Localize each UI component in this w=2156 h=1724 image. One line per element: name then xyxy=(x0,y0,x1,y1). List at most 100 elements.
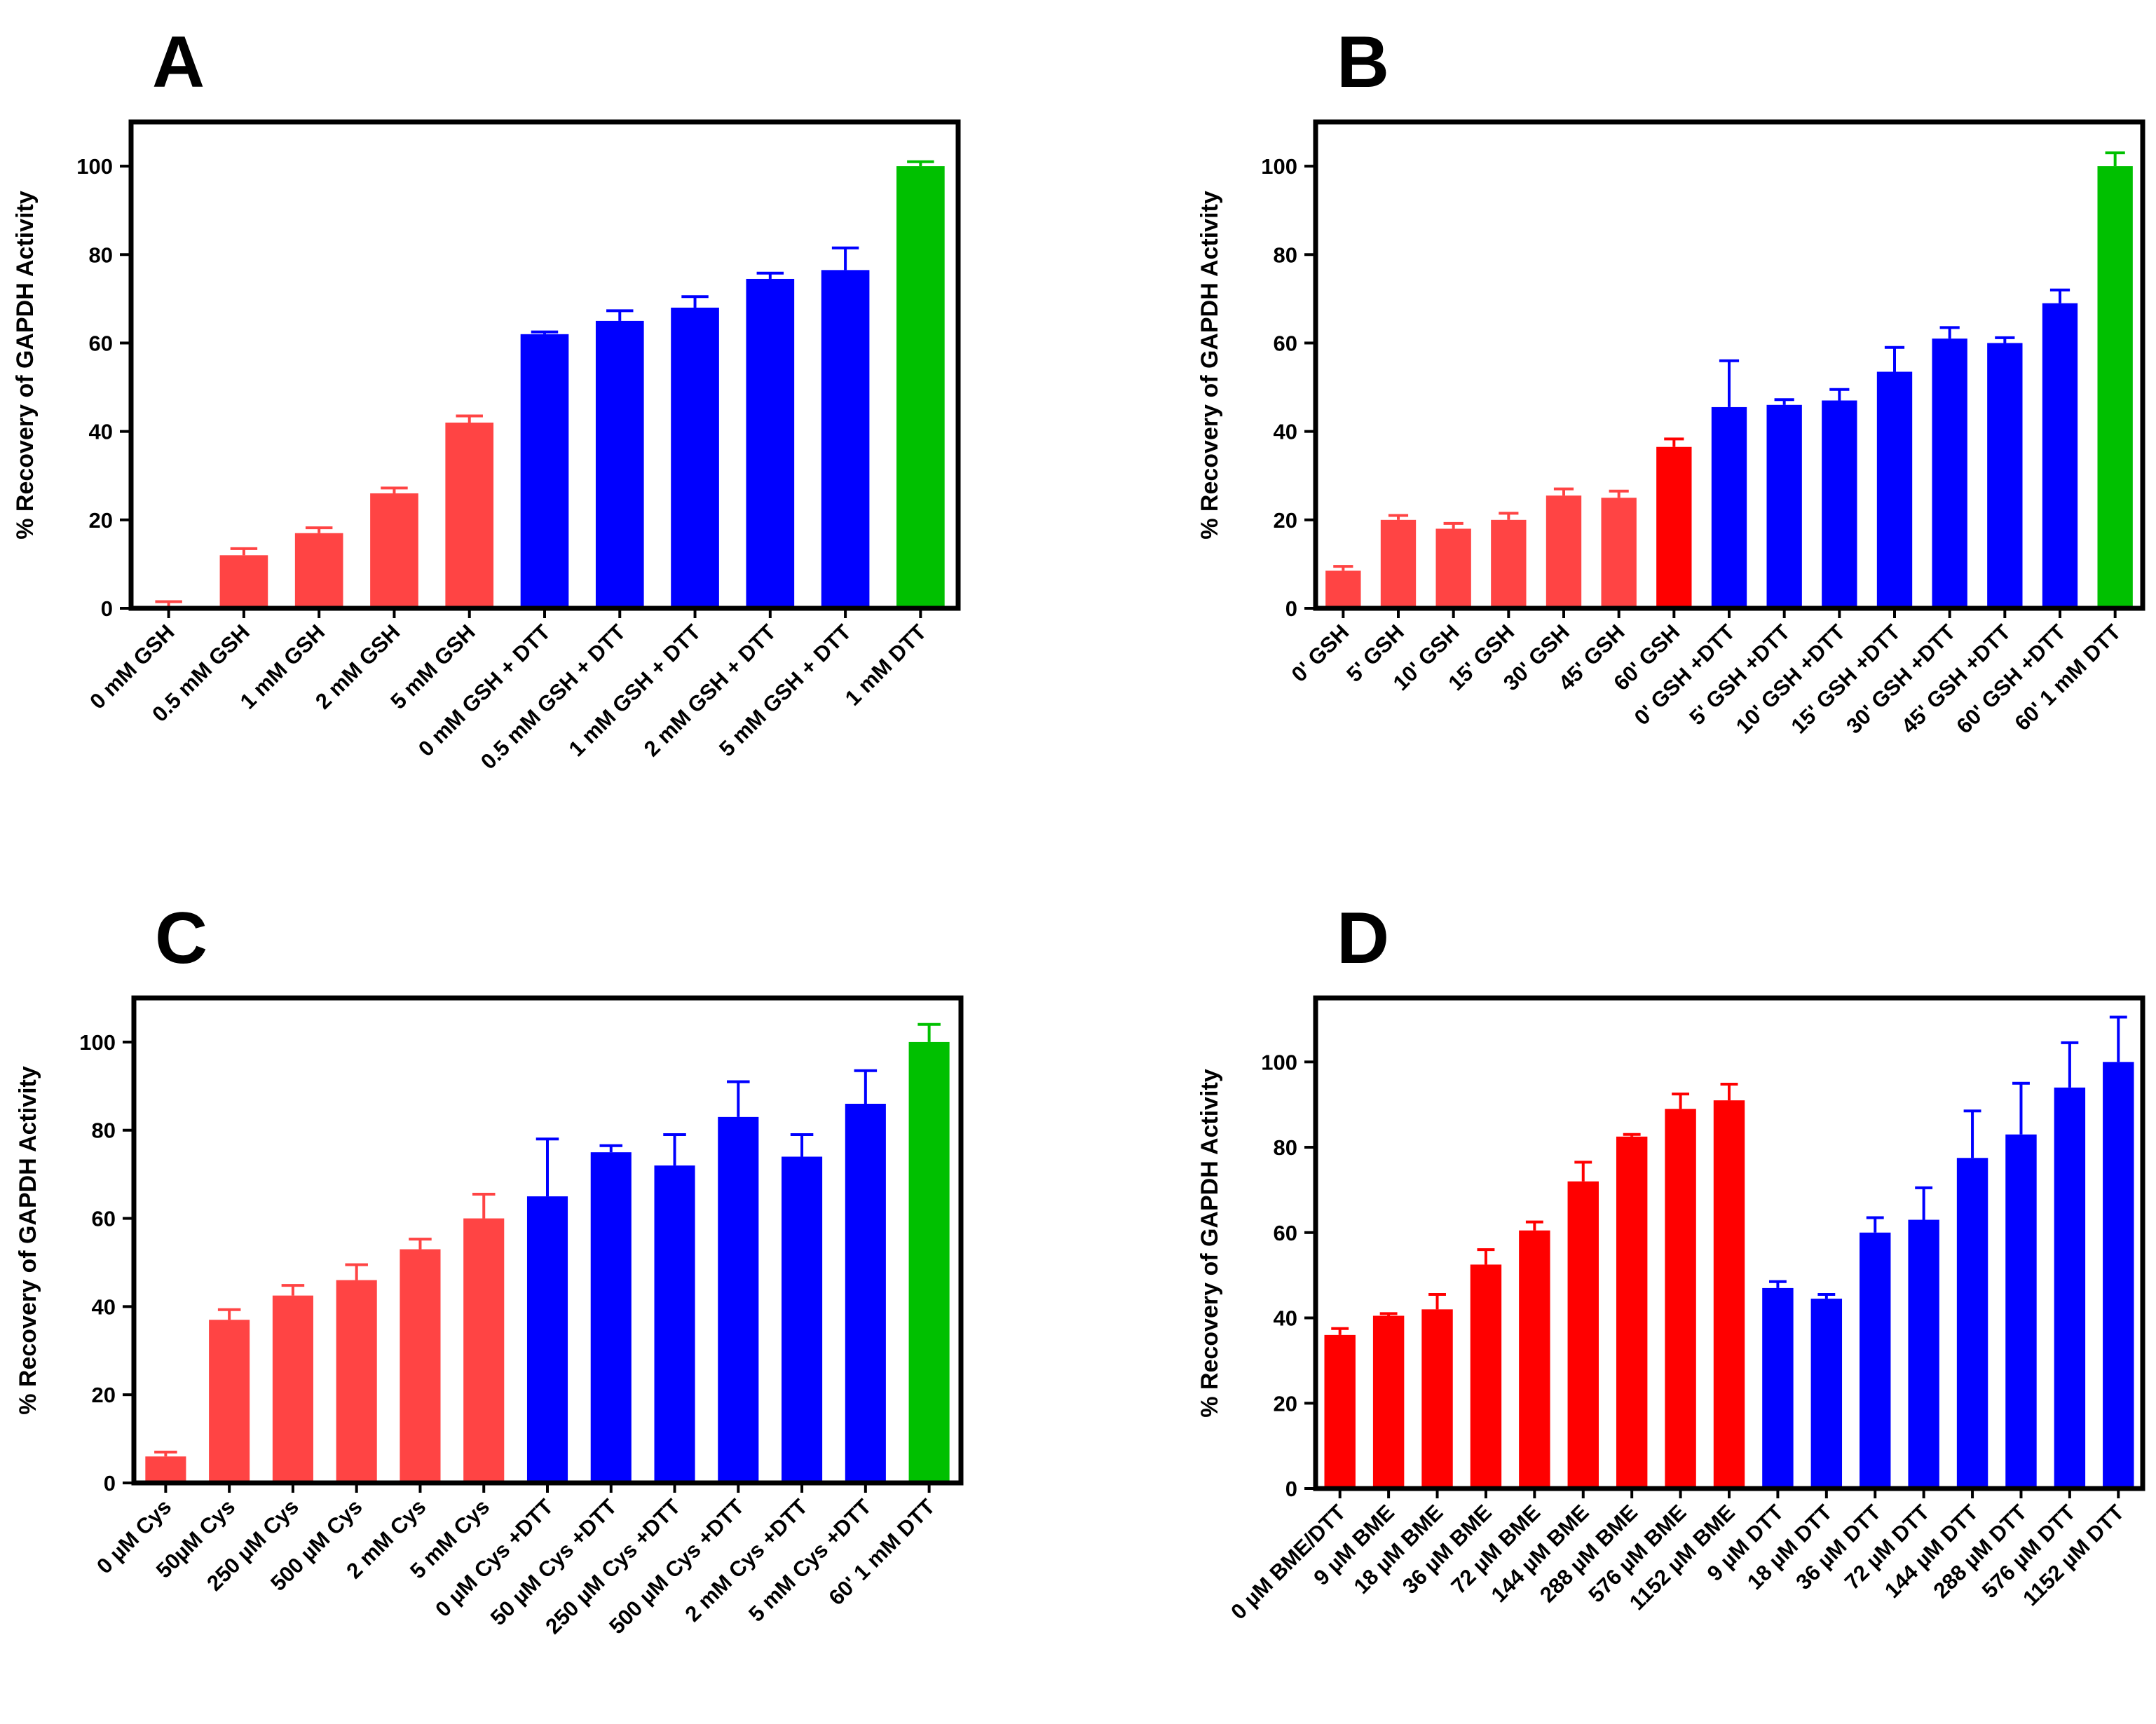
bar xyxy=(1380,519,1417,608)
y-tick-label: 60 xyxy=(89,331,113,355)
y-tick-label: 80 xyxy=(89,242,113,267)
y-tick-label: 40 xyxy=(92,1294,116,1319)
panel-label: A xyxy=(152,22,205,103)
chart-panel: C % Recovery of GAPDH Activity 0 20 40 60 80 10… xyxy=(15,898,964,1639)
y-tick-label: 20 xyxy=(89,508,113,533)
y-tick-label: 100 xyxy=(1261,1050,1297,1074)
y-tick-label: 80 xyxy=(1274,242,1297,267)
bar xyxy=(782,1156,823,1483)
bar xyxy=(2103,1062,2134,1489)
bar xyxy=(294,533,343,608)
bar xyxy=(2054,1087,2086,1489)
bar xyxy=(1908,1219,1939,1489)
x-tick-label: 5 mM GSH + DTT xyxy=(714,620,856,761)
y-tick-label: 0 xyxy=(101,596,113,621)
chart-panel: D % Recovery of GAPDH Activity 0 20 40 60 80 10… xyxy=(1196,898,2145,1624)
x-tick-label: 0 µM Cys +DTT xyxy=(430,1494,558,1622)
bar xyxy=(1810,1299,1843,1489)
y-tick-label: 0 xyxy=(1285,596,1297,621)
bar xyxy=(400,1249,441,1483)
bar xyxy=(1876,371,1913,608)
bar xyxy=(209,1320,250,1483)
bar xyxy=(1546,495,1582,608)
x-tick-label: 0 mM GSH + DTT xyxy=(414,620,555,761)
x-tick-label: 0.5 mM GSH + DTT xyxy=(476,620,630,774)
y-tick-label: 60 xyxy=(1274,331,1297,355)
bar xyxy=(2097,166,2133,608)
bar xyxy=(219,555,268,608)
bar xyxy=(1519,1230,1550,1489)
bar xyxy=(1713,1100,1745,1489)
panel-label: D xyxy=(1337,898,1389,979)
bar xyxy=(1372,1315,1405,1489)
y-tick-label: 60 xyxy=(1274,1221,1297,1245)
bar xyxy=(1567,1181,1599,1489)
y-tick-label: 0 xyxy=(1285,1477,1297,1501)
bar xyxy=(654,1165,695,1483)
y-tick-label: 100 xyxy=(79,1030,116,1055)
bar xyxy=(1435,528,1471,608)
y-axis-label: % Recovery of GAPDH Activity xyxy=(1196,191,1223,540)
bar xyxy=(1762,1287,1794,1489)
bar xyxy=(1665,1109,1696,1489)
bar xyxy=(908,1041,950,1483)
bar xyxy=(746,278,795,608)
y-axis-label: % Recovery of GAPDH Activity xyxy=(15,1066,41,1415)
bar xyxy=(526,1196,568,1483)
y-axis-label: % Recovery of GAPDH Activity xyxy=(12,191,39,540)
y-tick-label: 100 xyxy=(76,154,113,179)
bar xyxy=(1616,1136,1648,1489)
bar xyxy=(463,1218,505,1483)
y-tick-label: 40 xyxy=(1274,420,1297,444)
plot-frame xyxy=(1313,995,2145,1491)
y-tick-label: 80 xyxy=(92,1118,116,1143)
bar xyxy=(1711,406,1747,608)
bar xyxy=(595,320,644,608)
x-tick-label: 1 mM GSH + DTT xyxy=(564,620,706,761)
panel-label: B xyxy=(1337,22,1389,103)
bar xyxy=(671,307,719,608)
y-tick-label: 80 xyxy=(1274,1135,1297,1160)
bar xyxy=(272,1295,313,1483)
y-tick-label: 0 xyxy=(104,1471,116,1496)
bar xyxy=(1421,1309,1453,1489)
y-tick-label: 60 xyxy=(92,1207,116,1231)
x-tick-label: 1 mM DTT xyxy=(840,620,932,711)
plot-frame xyxy=(131,995,964,1486)
y-tick-label: 100 xyxy=(1261,154,1297,179)
chart-panel: A % Recovery of GAPDH Activity 0 20 40 60 80 10… xyxy=(12,22,961,774)
y-tick-label: 40 xyxy=(1274,1306,1297,1331)
y-tick-label: 40 xyxy=(89,420,113,444)
bar xyxy=(590,1152,632,1483)
bar xyxy=(1932,338,1967,608)
chart-panel: B % Recovery of GAPDH Activity 0 20 40 60 80 10… xyxy=(1196,22,2145,739)
bar xyxy=(1656,446,1692,608)
bar xyxy=(145,1456,186,1483)
plot-frame xyxy=(1313,119,2145,611)
bar xyxy=(370,493,418,608)
bar xyxy=(445,423,494,608)
bar xyxy=(896,166,945,608)
x-tick-label: 0' GSH xyxy=(1287,620,1354,687)
bar xyxy=(1601,498,1637,608)
bar xyxy=(1470,1264,1502,1489)
bar xyxy=(2005,1134,2037,1489)
y-tick-label: 20 xyxy=(1274,508,1297,533)
y-axis-label: % Recovery of GAPDH Activity xyxy=(1196,1069,1223,1418)
bar xyxy=(1860,1232,1891,1489)
bar xyxy=(1491,519,1527,608)
bar xyxy=(1325,570,1361,608)
bar xyxy=(821,270,870,608)
bar xyxy=(1324,1334,1356,1489)
bar xyxy=(520,334,569,608)
bar xyxy=(1766,404,1802,608)
panel-label: C xyxy=(155,898,207,979)
bar xyxy=(1987,343,2023,608)
bar xyxy=(1822,400,1857,608)
bar xyxy=(2042,303,2078,608)
bar xyxy=(718,1116,759,1483)
plot-frame xyxy=(128,119,961,611)
x-tick-label: 2 mM GSH + DTT xyxy=(639,620,781,761)
